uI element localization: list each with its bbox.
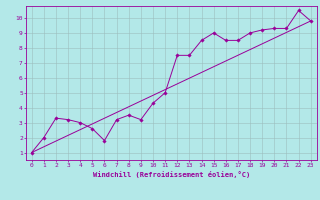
X-axis label: Windchill (Refroidissement éolien,°C): Windchill (Refroidissement éolien,°C) (92, 171, 250, 178)
